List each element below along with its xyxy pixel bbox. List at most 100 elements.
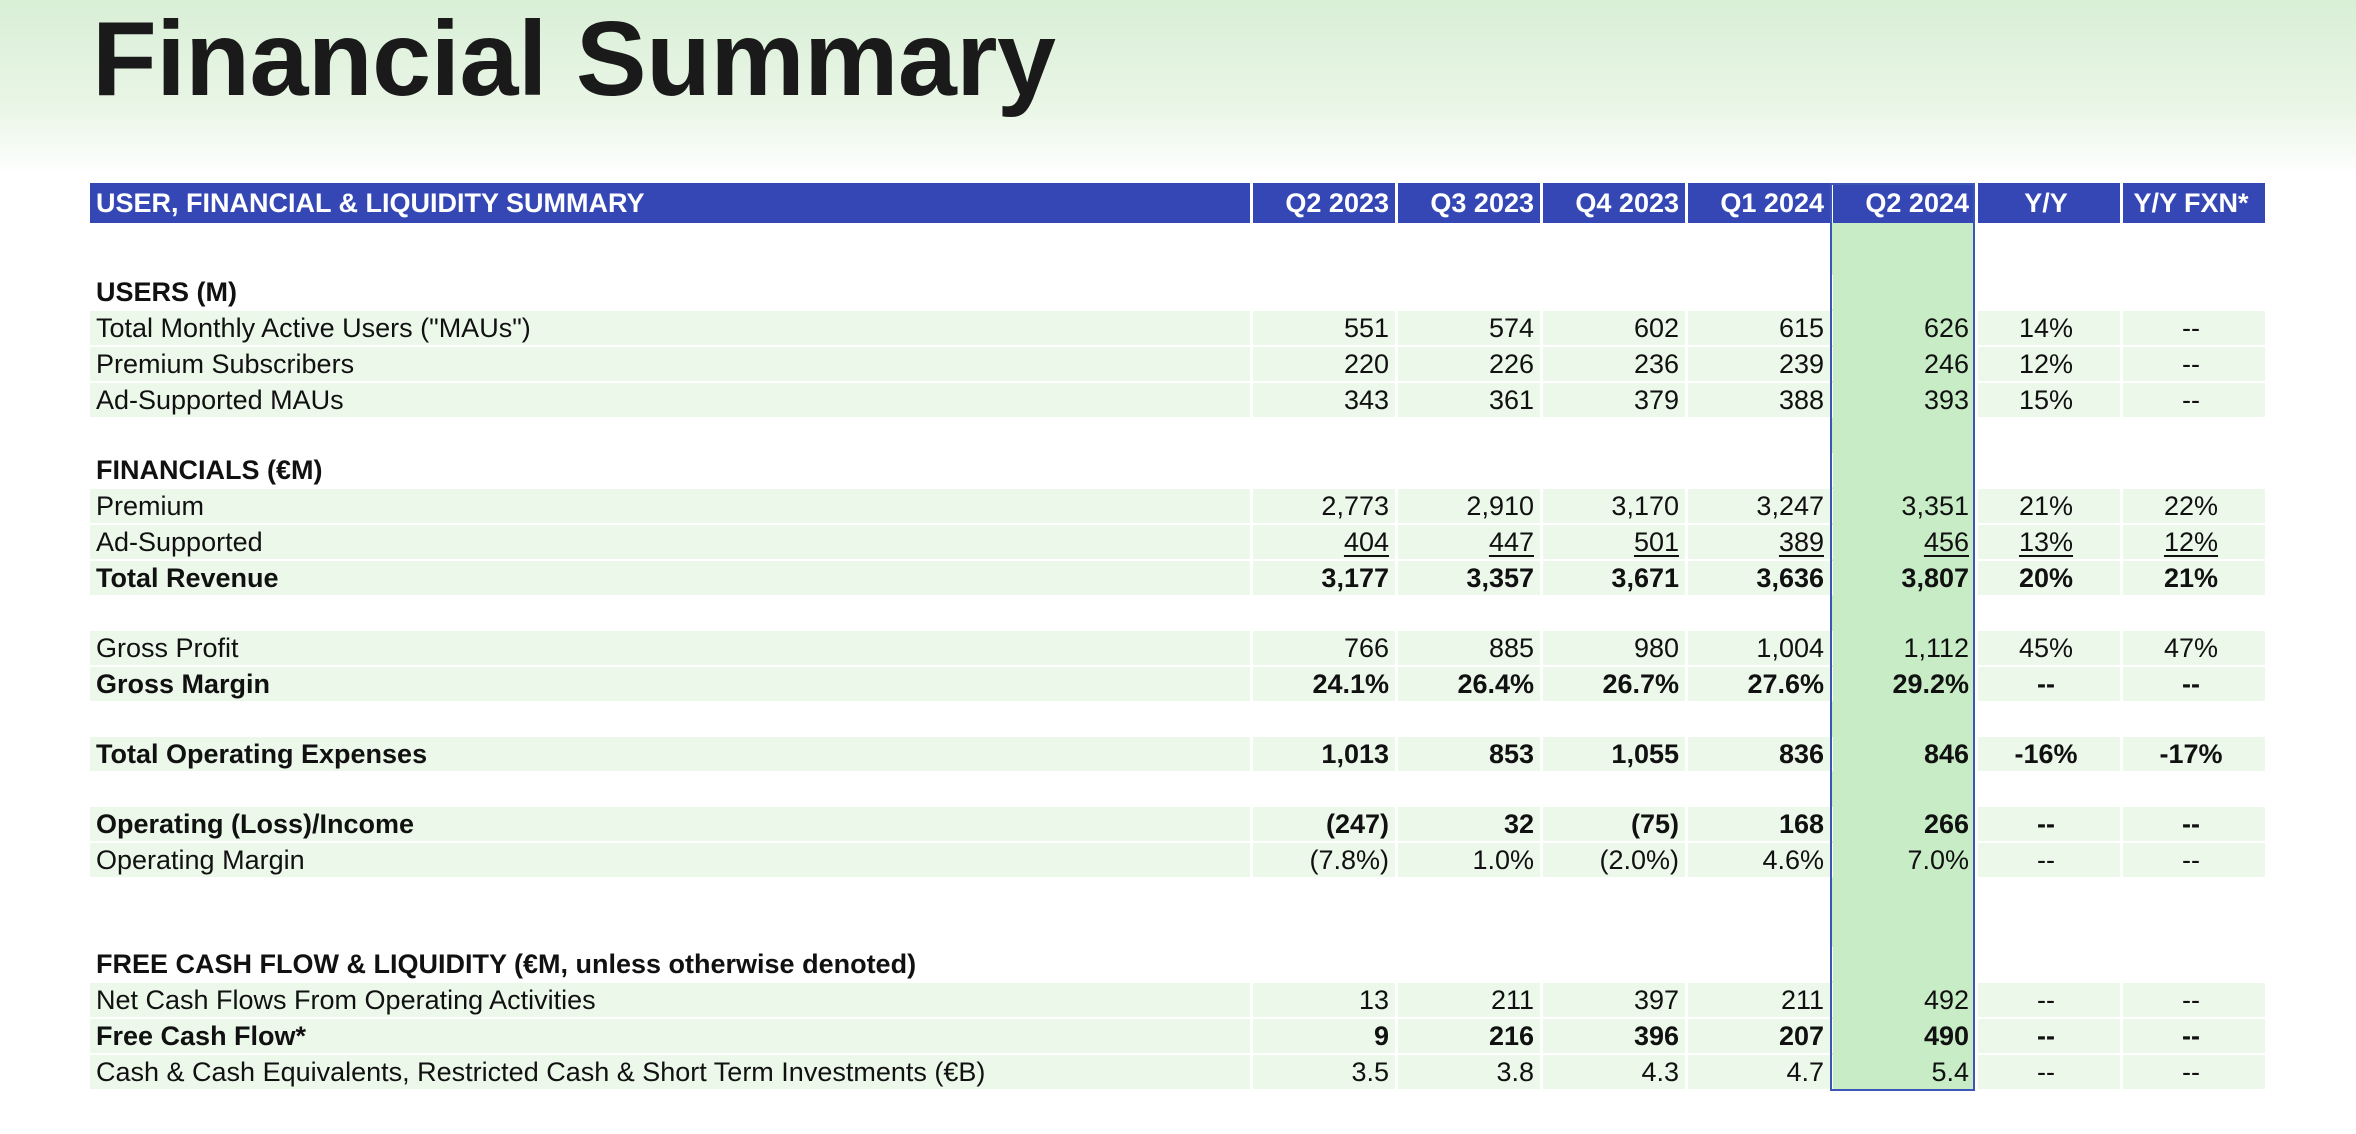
value-text: 26.7% (1602, 668, 1679, 699)
section-heading-cell (1685, 453, 1830, 489)
value-text: -- (2037, 1056, 2055, 1087)
value-text: 211 (1780, 984, 1824, 1015)
value-cell: 2,910 (1395, 489, 1540, 525)
value-text: 21% (2018, 490, 2074, 521)
value-text: 220 (1343, 348, 1389, 379)
value-text: (7.8%) (1309, 844, 1389, 875)
column-header: Y/Y (1975, 183, 2120, 223)
value-text: 501 (1633, 526, 1679, 557)
value-text: 396 (1633, 1020, 1679, 1051)
value-text: 853 (1488, 738, 1534, 769)
table-header-label: USER, FINANCIAL & LIQUIDITY SUMMARY (90, 183, 1250, 223)
value-text: -17% (2159, 738, 2223, 769)
value-cell: -- (2120, 1055, 2265, 1091)
value-cell: 396 (1540, 1019, 1685, 1055)
spacer-cell (1975, 597, 2120, 631)
section-heading-cell (1975, 947, 2120, 983)
value-cell: -- (1975, 843, 2120, 879)
value-cell: 1,004 (1685, 631, 1830, 667)
spacer-cell (1250, 773, 1395, 807)
value-cell: 15% (1975, 383, 2120, 419)
spacer-cell (1685, 419, 1830, 453)
value-cell: 551 (1250, 311, 1395, 347)
value-cell: 766 (1250, 631, 1395, 667)
value-cell: 3.5 (1250, 1055, 1395, 1091)
value-cell: 266 (1830, 807, 1975, 843)
value-cell: (75) (1540, 807, 1685, 843)
value-cell: 615 (1685, 311, 1830, 347)
value-text: 3,357 (1466, 562, 1534, 593)
value-cell: 29.2% (1830, 667, 1975, 703)
value-cell: 47% (2120, 631, 2265, 667)
value-cell: 207 (1685, 1019, 1830, 1055)
value-cell: -- (1975, 807, 2120, 843)
value-cell: 3,671 (1540, 561, 1685, 597)
spacer-cell (1830, 879, 1975, 913)
section-heading: FINANCIALS (€M) (90, 453, 1250, 489)
value-cell: 574 (1395, 311, 1540, 347)
value-cell: 853 (1395, 737, 1540, 773)
value-text: 4.7 (1786, 1056, 1824, 1087)
spacer-cell (2120, 223, 2265, 275)
value-text: 7.0% (1907, 844, 1969, 875)
section-heading: FREE CASH FLOW & LIQUIDITY (€M, unless o… (90, 947, 1250, 983)
value-text: 47% (2163, 632, 2219, 663)
value-cell: 45% (1975, 631, 2120, 667)
spacer-cell (2120, 773, 2265, 807)
value-cell: 211 (1395, 983, 1540, 1019)
value-cell: 343 (1250, 383, 1395, 419)
section-heading-cell (1685, 275, 1830, 311)
value-cell: 885 (1395, 631, 1540, 667)
value-cell: 3,247 (1685, 489, 1830, 525)
value-text: 2,910 (1466, 490, 1534, 521)
spacer-cell (1975, 773, 2120, 807)
value-cell: 20% (1975, 561, 2120, 597)
value-cell: -- (2120, 347, 2265, 383)
spacer-cell (2120, 419, 2265, 453)
value-cell: -- (2120, 311, 2265, 347)
value-text: -- (2182, 1020, 2200, 1051)
value-text: 836 (1778, 738, 1824, 769)
section-heading-cell (1830, 275, 1975, 311)
value-cell: 1,055 (1540, 737, 1685, 773)
value-cell: 220 (1250, 347, 1395, 383)
spacer (90, 913, 1250, 947)
value-cell: -- (2120, 383, 2265, 419)
spacer-cell (1830, 913, 1975, 947)
value-cell: (247) (1250, 807, 1395, 843)
row-label: Ad-Supported MAUs (90, 383, 1250, 419)
value-text: 226 (1488, 348, 1534, 379)
spacer (90, 597, 1250, 631)
column-header: Q4 2023 (1540, 183, 1685, 223)
value-text: 32 (1503, 808, 1534, 839)
value-text: 211 (1490, 984, 1534, 1015)
value-cell: 12% (1975, 347, 2120, 383)
value-text: 3.5 (1351, 1056, 1389, 1087)
spacer-cell (1540, 913, 1685, 947)
section-heading-cell (1685, 947, 1830, 983)
value-text: 2,773 (1321, 490, 1389, 521)
value-text: 393 (1923, 384, 1969, 415)
value-text: 15% (2018, 384, 2074, 415)
value-cell: 236 (1540, 347, 1685, 383)
value-text: -- (2182, 312, 2200, 343)
value-cell: 3,636 (1685, 561, 1830, 597)
value-cell: -- (2120, 807, 2265, 843)
section-heading-cell (2120, 947, 2265, 983)
value-cell: -- (2120, 843, 2265, 879)
value-text: 602 (1633, 312, 1679, 343)
value-text: -- (2037, 984, 2055, 1015)
value-cell: 980 (1540, 631, 1685, 667)
value-cell: 21% (1975, 489, 2120, 525)
row-label: Gross Margin (90, 667, 1250, 703)
value-text: 404 (1343, 526, 1389, 557)
section-heading-cell (2120, 453, 2265, 489)
value-text: 246 (1923, 348, 1969, 379)
value-cell: 3,177 (1250, 561, 1395, 597)
value-text: -- (2182, 384, 2200, 415)
value-text: 397 (1633, 984, 1679, 1015)
value-text: 1,013 (1321, 738, 1389, 769)
value-text: 846 (1923, 738, 1969, 769)
value-text: 490 (1923, 1020, 1969, 1051)
spacer-cell (1830, 419, 1975, 453)
